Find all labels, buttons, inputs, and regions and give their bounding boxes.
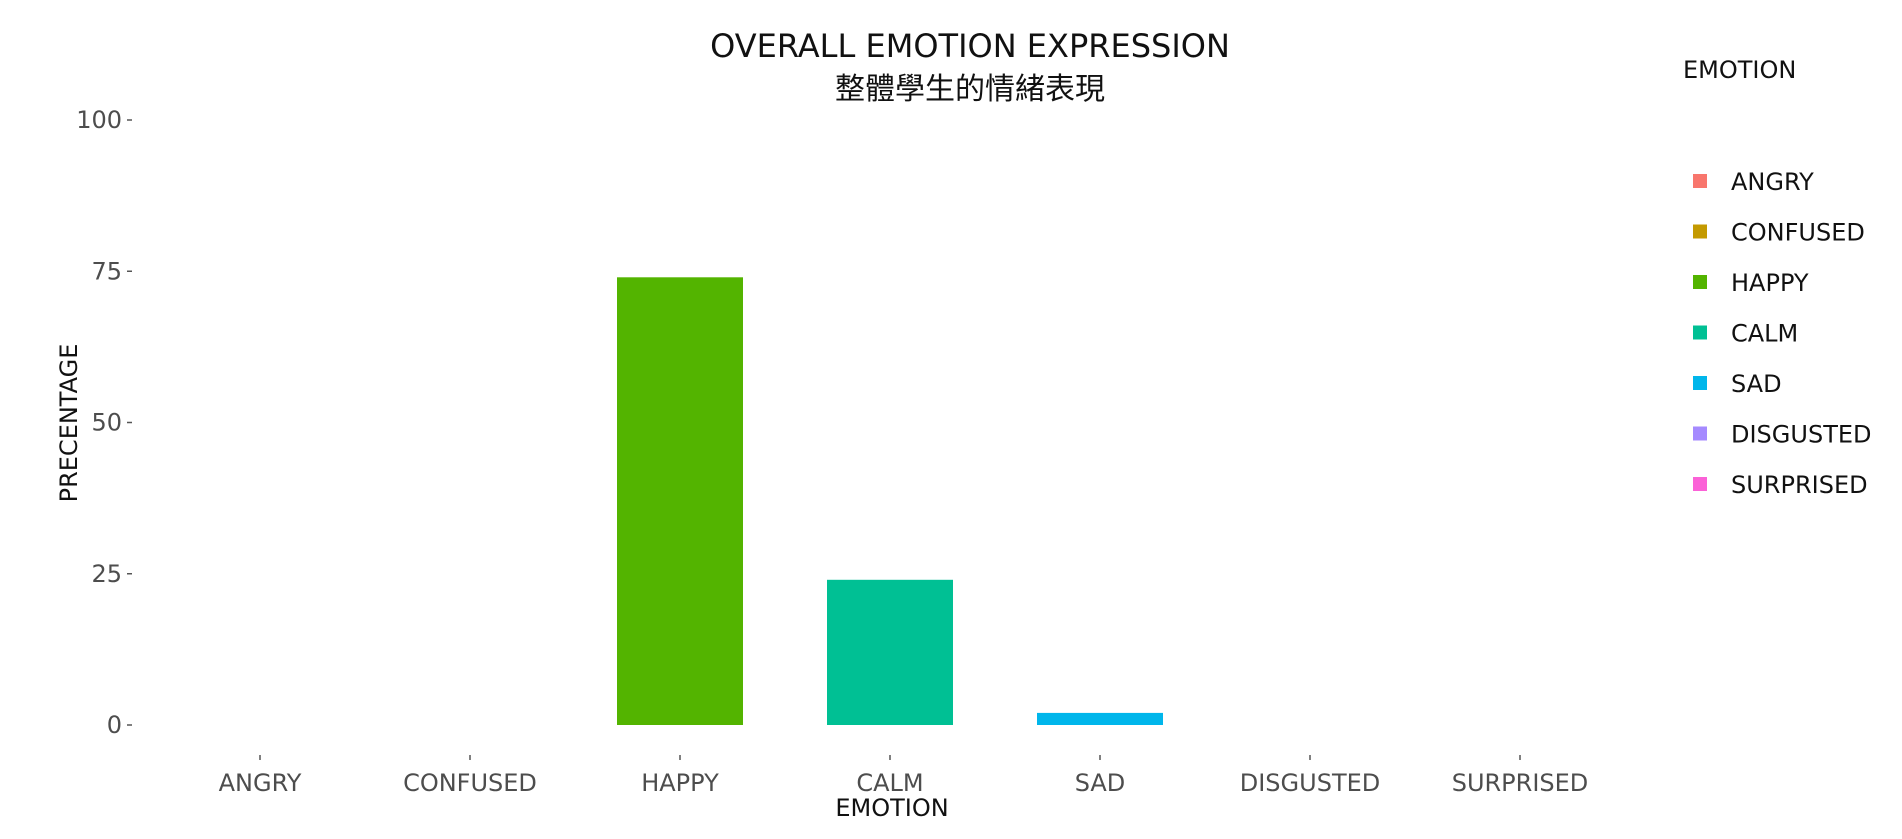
y-axis: 0 25 50 75 100 <box>76 106 132 739</box>
chart-subtitle: 整體學生的情緒表現 <box>835 72 1105 107</box>
legend-title: EMOTION <box>1683 56 1796 84</box>
bar-sad <box>1037 712 1163 725</box>
x-axis: ANGRY CONFUSED HAPPY CALM SAD DISGUSTED SURPRI… <box>219 755 1589 797</box>
y-axis-title: PRECENTAGE <box>55 344 83 503</box>
bars <box>617 277 1163 725</box>
legend-label-confused: CONFUSED <box>1731 219 1865 247</box>
bar-happy <box>617 277 743 725</box>
legend-swatch-angry <box>1693 174 1707 188</box>
legend-swatch-calm <box>1693 325 1707 340</box>
legend-swatch-disgusted <box>1693 426 1707 441</box>
legend-label-surprised: SURPRISED <box>1731 471 1868 499</box>
y-tick-label: 50 <box>91 409 122 437</box>
legend-swatch-sad <box>1693 376 1707 390</box>
legend-swatch-confused <box>1693 224 1707 239</box>
legend-label-angry: ANGRY <box>1731 168 1814 196</box>
legend-label-disgusted: DISGUSTED <box>1731 421 1872 449</box>
x-axis-title: EMOTION <box>835 794 948 822</box>
legend-swatch-surprised <box>1693 477 1707 491</box>
y-tick-label: 25 <box>91 560 122 588</box>
x-tick-label: ANGRY <box>219 769 302 797</box>
x-tick-label: SAD <box>1075 769 1126 797</box>
y-tick-label: 0 <box>107 711 122 739</box>
y-tick-label: 75 <box>91 257 122 285</box>
y-tick-label: 100 <box>76 106 122 134</box>
legend-label-calm: CALM <box>1731 320 1798 348</box>
legend-swatch-happy <box>1693 275 1707 289</box>
legend-label-sad: SAD <box>1731 370 1782 398</box>
legend: EMOTION ANGRY CONFUSED HAPPY CALM SAD DISGUST… <box>1683 56 1872 499</box>
x-tick-label: CONFUSED <box>403 769 537 797</box>
x-tick-label: SURPRISED <box>1452 769 1589 797</box>
x-tick-label: DISGUSTED <box>1240 769 1381 797</box>
chart-title: OVERALL EMOTION EXPRESSION <box>710 27 1230 65</box>
x-tick-label: CALM <box>856 769 923 797</box>
legend-label-happy: HAPPY <box>1731 269 1809 297</box>
x-tick-label: HAPPY <box>641 769 719 797</box>
bar-calm <box>827 579 953 725</box>
